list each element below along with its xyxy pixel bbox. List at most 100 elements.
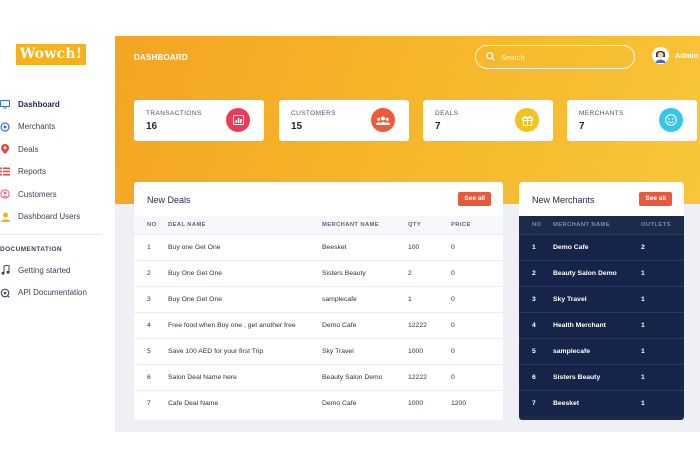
cell-outlets: 1 <box>641 311 684 338</box>
smile-icon <box>659 108 683 132</box>
column-header[interactable]: MERCHANT NAME <box>553 216 641 234</box>
cell-qty: 100 <box>408 233 451 260</box>
stat-label: DEALS <box>435 110 459 117</box>
cell-no: 5 <box>519 337 553 364</box>
table-row[interactable]: 3 Sky Travel 1 <box>519 285 684 312</box>
new-deals-title: New Deals <box>147 195 191 205</box>
cell-no: 2 <box>519 259 553 286</box>
table-row[interactable]: 5 samplecafe 1 <box>519 337 684 364</box>
cell-merchant-name: samplecafe <box>322 285 408 312</box>
deals-see-all-button[interactable]: See all <box>458 192 491 206</box>
sidebar-item-reports[interactable]: Reports <box>0 161 115 184</box>
cell-merchant-name: Sky Travel <box>322 337 408 364</box>
table-row[interactable]: 4 Free food when Buy one , get another f… <box>134 311 503 338</box>
search-input[interactable] <box>501 52 621 62</box>
table-row[interactable]: 5 Save 100 AED for your first Trip Sky T… <box>134 337 503 364</box>
table-row[interactable]: 1 Demo Cafe 2 <box>519 233 684 260</box>
sidebar-item-label: API Documentation <box>18 288 87 298</box>
cell-no: 7 <box>134 389 168 416</box>
stat-label: TRANSACTIONS <box>146 110 202 117</box>
table-row[interactable]: 2 Buy One Get One Sisters Beauty 2 0 <box>134 259 503 286</box>
cell-merchant-name: Demo Cafe <box>553 233 641 260</box>
cell-merchant-name: Sisters Beauty <box>553 363 641 390</box>
column-header[interactable]: PRICE <box>451 216 503 234</box>
logo[interactable]: Wowch! <box>16 44 86 65</box>
column-header[interactable]: NO <box>519 216 553 234</box>
cell-price: 0 <box>451 363 503 390</box>
main-content: DASHBOARD Admin TRANSACTIONS 16 CUSTOMER… <box>115 36 700 432</box>
sidebar-item-deals[interactable]: Deals <box>0 138 115 161</box>
cell-outlets: 1 <box>641 259 684 286</box>
monitor-icon <box>0 99 10 109</box>
user-menu[interactable]: Admin <box>652 47 698 64</box>
cell-qty: 12222 <box>408 363 451 390</box>
cell-no: 6 <box>519 363 553 390</box>
search-box[interactable] <box>475 45 635 69</box>
header-banner: DASHBOARD Admin TRANSACTIONS 16 CUSTOMER… <box>115 36 700 204</box>
table-row[interactable]: 6 Sisters Beauty 1 <box>519 363 684 390</box>
new-merchants-card: New Merchants See all NO MERCHANT NAME O… <box>519 182 684 420</box>
cell-merchant-name: Demo Cafe <box>322 311 408 338</box>
sidebar: Wowch! Dashboard Merchants Deals Reports <box>0 36 115 432</box>
table-row[interactable]: 7 Beesket 1 <box>519 389 684 416</box>
cell-outlets: 2 <box>641 233 684 260</box>
new-merchants-header: New Merchants See all <box>519 182 684 216</box>
table-row[interactable]: 7 Cafe Deal Name Demo Cafe 1000 1200 <box>134 389 503 416</box>
cell-deal-name: Cafe Deal Name <box>168 389 322 416</box>
list-icon <box>0 167 10 177</box>
cell-price: 0 <box>451 233 503 260</box>
sidebar-item-label: Reports <box>18 167 47 177</box>
cell-qty: 12222 <box>408 311 451 338</box>
sidebar-item-label: Getting started <box>18 265 71 275</box>
merchants-see-all-button[interactable]: See all <box>639 192 672 206</box>
column-header[interactable]: OUTLETS <box>641 216 684 234</box>
table-row[interactable]: 6 Salon Deal Name here Beauty Salon Demo… <box>134 363 503 390</box>
cell-no: 1 <box>134 233 168 260</box>
sidebar-item-dashboard[interactable]: Dashboard <box>0 93 115 116</box>
sidebar-item-dashboard-users[interactable]: Dashboard Users <box>0 206 115 229</box>
customers-icon <box>0 189 10 199</box>
sidebar-item-api-documentation[interactable]: API Documentation <box>0 282 115 305</box>
cell-no: 5 <box>134 337 168 364</box>
cell-price: 0 <box>451 337 503 364</box>
avatar[interactable] <box>652 47 669 64</box>
sidebar-item-merchants[interactable]: Merchants <box>0 116 115 139</box>
cell-price: 0 <box>451 285 503 312</box>
cell-no: 1 <box>519 233 553 260</box>
user-icon <box>0 212 10 222</box>
new-deals-table: NO DEAL NAME MERCHANT NAME QTY PRICE 1 B… <box>134 216 503 416</box>
cell-qty: 1000 <box>408 337 451 364</box>
documentation-heading: DOCUMENTATION <box>0 246 63 253</box>
sidebar-item-getting-started[interactable]: Getting started <box>0 259 115 282</box>
cell-deal-name: Free food when Buy one , get another fre… <box>168 311 322 338</box>
stat-card-customers[interactable]: CUSTOMERS 15 <box>279 100 409 141</box>
stat-card-merchants[interactable]: MERCHANTS 7 <box>567 100 697 141</box>
table-row[interactable]: 2 Beauty Salon Demo 1 <box>519 259 684 286</box>
stat-value: 15 <box>291 121 303 132</box>
cell-price: 1200 <box>451 389 503 416</box>
column-header[interactable]: MERCHANT NAME <box>322 216 408 234</box>
new-merchants-title: New Merchants <box>532 195 595 205</box>
stat-card-transactions[interactable]: TRANSACTIONS 16 <box>134 100 264 141</box>
cell-deal-name: Buy One Get One <box>168 259 322 286</box>
column-header[interactable]: QTY <box>408 216 451 234</box>
cell-merchant-name: Sisters Beauty <box>322 259 408 286</box>
column-header[interactable]: NO <box>134 216 168 234</box>
cell-merchant-name: Health Merchant <box>553 311 641 338</box>
merchants-icon <box>0 122 10 132</box>
table-row[interactable]: 1 Buy one Get One Beesket 100 0 <box>134 233 503 260</box>
cell-deal-name: Buy one Get One <box>168 233 322 260</box>
cell-outlets: 1 <box>641 363 684 390</box>
stat-value: 7 <box>579 121 585 132</box>
stat-label: CUSTOMERS <box>291 110 337 117</box>
cell-merchant-name: Beesket <box>553 389 641 416</box>
table-row[interactable]: 3 Buy One Get One samplecafe 1 0 <box>134 285 503 312</box>
table-row[interactable]: 4 Health Merchant 1 <box>519 311 684 338</box>
stat-value: 16 <box>146 121 158 132</box>
column-header[interactable]: DEAL NAME <box>168 216 322 234</box>
sidebar-item-customers[interactable]: Customers <box>0 183 115 206</box>
cell-outlets: 1 <box>641 285 684 312</box>
stat-card-deals[interactable]: DEALS 7 <box>423 100 553 141</box>
new-merchants-table: NO MERCHANT NAME OUTLETS 1 Demo Cafe 2 2… <box>519 216 684 416</box>
sidebar-item-label: Dashboard <box>18 99 60 109</box>
